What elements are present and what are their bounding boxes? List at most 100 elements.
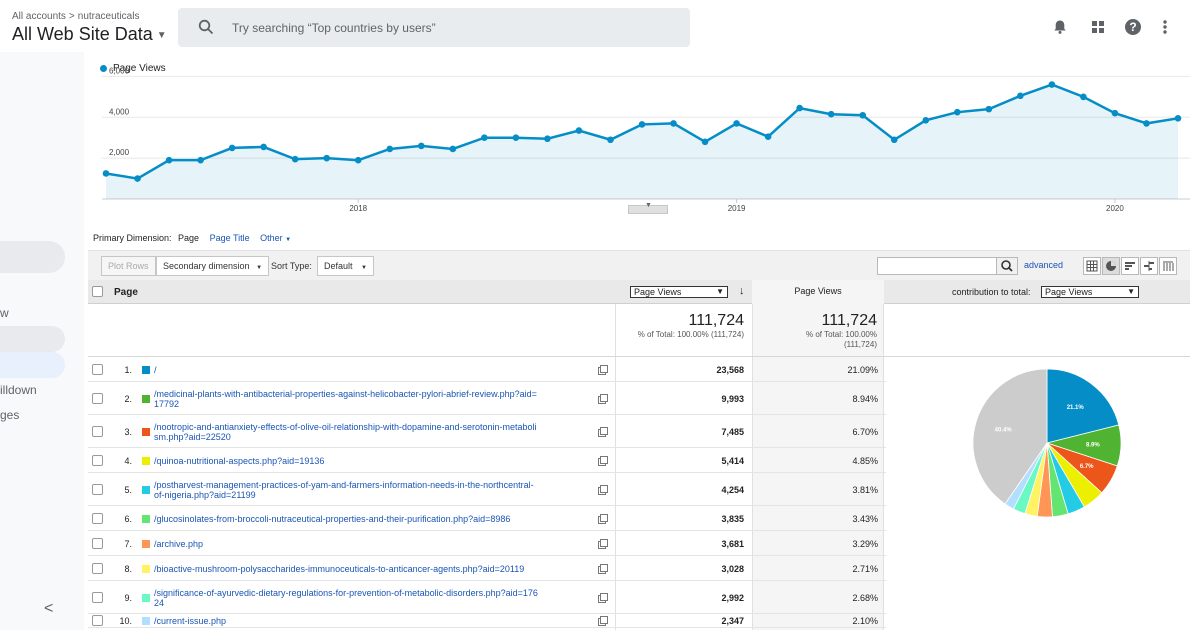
data-point[interactable] [638,121,646,128]
data-point[interactable] [323,154,331,162]
sort-desc-arrow-icon[interactable]: ↓ [739,285,745,297]
open-external-icon[interactable] [598,364,608,375]
performance-view-icon[interactable] [1121,257,1139,275]
row-checkbox[interactable] [92,537,103,549]
nav-item-selected-parent[interactable] [0,326,65,352]
data-point[interactable] [228,144,236,152]
data-point[interactable] [291,155,299,163]
row-page-link[interactable]: /postharvest-management-practices-of-yam… [154,480,598,500]
data-point[interactable] [1143,120,1150,127]
secondary-dimension-dropdown[interactable]: Secondary dimension ▼ [156,256,270,276]
row-page-link[interactable]: /nootropic-and-antianxiety-effects-of-ol… [154,422,598,442]
nav-item-selected[interactable] [0,352,65,378]
data-point[interactable] [197,156,204,164]
chart-toggle-handle[interactable]: ▼ [628,202,668,214]
table-row[interactable]: 1. / 23,568 21.09% [88,357,886,382]
advanced-filter-link[interactable]: advanced [1024,260,1064,270]
data-point[interactable] [607,136,614,144]
metric-select-1[interactable]: Page Views ▼ [630,286,728,298]
data-point[interactable] [481,134,488,142]
search-bar[interactable]: Try searching “Top countries by users” [178,8,690,47]
nav-item-drilldown[interactable]: illdown [0,383,37,397]
pivot-view-icon[interactable] [1159,257,1177,275]
row-page-link[interactable]: / [154,365,598,375]
table-row[interactable]: 7. /archive.php 3,681 3.29% [88,531,886,556]
plot-rows-button[interactable]: Plot Rows [101,256,156,276]
table-row[interactable]: 8. /bioactive-mushroom-polysaccharides-im… [88,556,886,581]
table-row[interactable]: 10. /current-issue.php 2,347 2.10% [88,614,886,628]
col-header-page-views[interactable]: Page Views [752,280,884,304]
data-point[interactable] [512,134,520,142]
row-page-link[interactable]: /archive.php [154,539,598,549]
pie-slice[interactable] [1046,368,1120,444]
row-page-link[interactable]: /significance-of-ayurvedic-dietary-regul… [154,588,598,608]
data-point[interactable] [165,156,173,164]
row-page-link[interactable]: /glucosinolates-from-broccoli-nutraceuti… [154,514,598,524]
row-checkbox[interactable] [92,454,103,466]
data-point[interactable] [1048,81,1056,88]
data-point[interactable] [1111,109,1119,117]
data-point[interactable] [953,108,961,116]
open-external-icon[interactable] [598,563,608,574]
help-icon[interactable]: ? [1123,17,1143,37]
row-page-link[interactable]: /bioactive-mushroom-polysaccharides-immu… [154,564,598,574]
more-vert-icon[interactable] [1155,17,1175,37]
open-external-icon[interactable] [598,426,608,437]
table-row[interactable]: 3. /nootropic-and-antianxiety-effects-of-… [88,415,886,448]
data-point[interactable] [449,145,457,153]
table-filter-search-button[interactable] [996,257,1018,275]
breadcrumb[interactable]: All accounts > nutraceuticals [12,11,139,22]
sort-type-dropdown[interactable]: Default ▼ [317,256,374,276]
property-selector[interactable]: All Web Site Data ▼ [12,24,167,45]
row-checkbox[interactable] [92,512,103,524]
table-row[interactable]: 4. /quinoa-nutritional-aspects.php?aid=19… [88,448,886,473]
data-point[interactable] [1017,92,1024,100]
data-point[interactable] [764,133,772,140]
table-view-icon[interactable] [1083,257,1101,275]
table-row[interactable]: 2. /medicinal-plants-with-antibacterial-p… [88,382,886,415]
contribution-pie-chart[interactable]: 21.1% 8.9% 6.7% 40.4% [972,368,1122,518]
data-point[interactable] [859,111,867,119]
table-row[interactable]: 5. /postharvest-management-practices-of-y… [88,473,886,506]
data-point[interactable] [1080,93,1087,101]
row-checkbox[interactable] [92,363,103,375]
apps-grid-icon[interactable] [1088,17,1108,37]
dimension-page-title[interactable]: Page Title [209,233,250,243]
data-point[interactable] [386,145,394,153]
row-checkbox[interactable] [92,591,103,603]
data-point[interactable] [733,120,740,127]
data-point[interactable] [102,170,110,177]
open-external-icon[interactable] [598,484,608,495]
row-checkbox[interactable] [92,615,103,626]
comparison-view-icon[interactable] [1140,257,1158,275]
data-point[interactable] [796,104,803,112]
open-external-icon[interactable] [598,455,608,466]
breadcrumb-accounts[interactable]: All accounts [12,11,66,22]
data-point[interactable] [827,110,835,118]
table-row[interactable]: 9. /significance-of-ayurvedic-dietary-reg… [88,581,886,614]
row-checkbox[interactable] [92,483,103,495]
data-point[interactable] [260,143,267,151]
nav-item-highlight[interactable] [0,241,65,273]
row-page-link[interactable]: /current-issue.php [154,616,598,626]
data-point[interactable] [701,138,709,146]
open-external-icon[interactable] [598,538,608,549]
row-checkbox[interactable] [92,392,103,404]
row-checkbox[interactable] [92,425,103,437]
open-external-icon[interactable] [598,616,608,626]
open-external-icon[interactable] [598,513,608,524]
data-point[interactable] [575,127,583,134]
nav-item-fragment[interactable]: w [0,306,9,320]
nav-item-pages[interactable]: ges [0,408,20,422]
pie-view-icon[interactable] [1102,257,1120,275]
page-views-chart[interactable]: 6,000 4,000 2,000 2018 2019 2020 [88,56,1190,216]
collapse-nav-icon[interactable]: < [44,600,54,617]
row-checkbox[interactable] [92,562,103,574]
pie-slice[interactable] [972,368,1048,505]
data-point[interactable] [134,175,141,182]
dimension-other[interactable]: Other ▼ [260,233,291,243]
contribution-select[interactable]: Page Views ▼ [1041,286,1139,298]
dimension-page[interactable]: Page [178,233,200,243]
table-row[interactable]: 6. /glucosinolates-from-broccoli-nutraceu… [88,506,886,531]
select-all-checkbox[interactable] [92,286,103,297]
